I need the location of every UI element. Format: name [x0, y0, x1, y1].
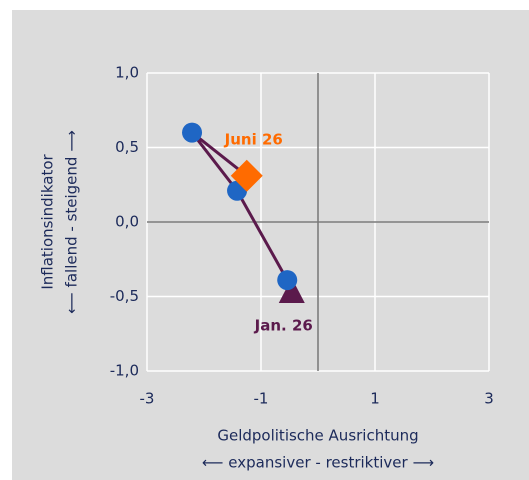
x-axis-label: Geldpolitische Ausrichtung: [217, 427, 418, 445]
y-tick-label: 1,0: [115, 64, 139, 82]
y-tick-label: 0,0: [115, 213, 139, 231]
y-axis-label: Inflationsindikator: [39, 154, 57, 290]
y-tick-label: 0,5: [115, 138, 139, 156]
y-axis-label: ⟵ fallend - steigend ⟶: [63, 130, 81, 313]
x-tick-label: 3: [484, 390, 494, 408]
x-axis-label: ⟵ expansiver - restriktiver ⟶: [202, 454, 434, 472]
point: [277, 270, 298, 291]
x-tick-label: -1: [254, 390, 269, 408]
y-tick-label: -1,0: [110, 362, 139, 380]
annotation: Jan. 26: [254, 317, 313, 335]
y-tick-label: -0,5: [110, 287, 139, 305]
plot: -1,0 -0,5 0,0 0,5 1,0 -3 -1 1 3 Geldpolitische Au…: [39, 64, 494, 472]
annotation: Juni 26: [224, 130, 283, 148]
x-tick-label: -3: [140, 390, 155, 408]
panel: [12, 10, 529, 480]
point: [278, 278, 305, 304]
point: [230, 159, 263, 192]
point: [182, 122, 203, 143]
x-tick-label: 1: [370, 390, 380, 408]
